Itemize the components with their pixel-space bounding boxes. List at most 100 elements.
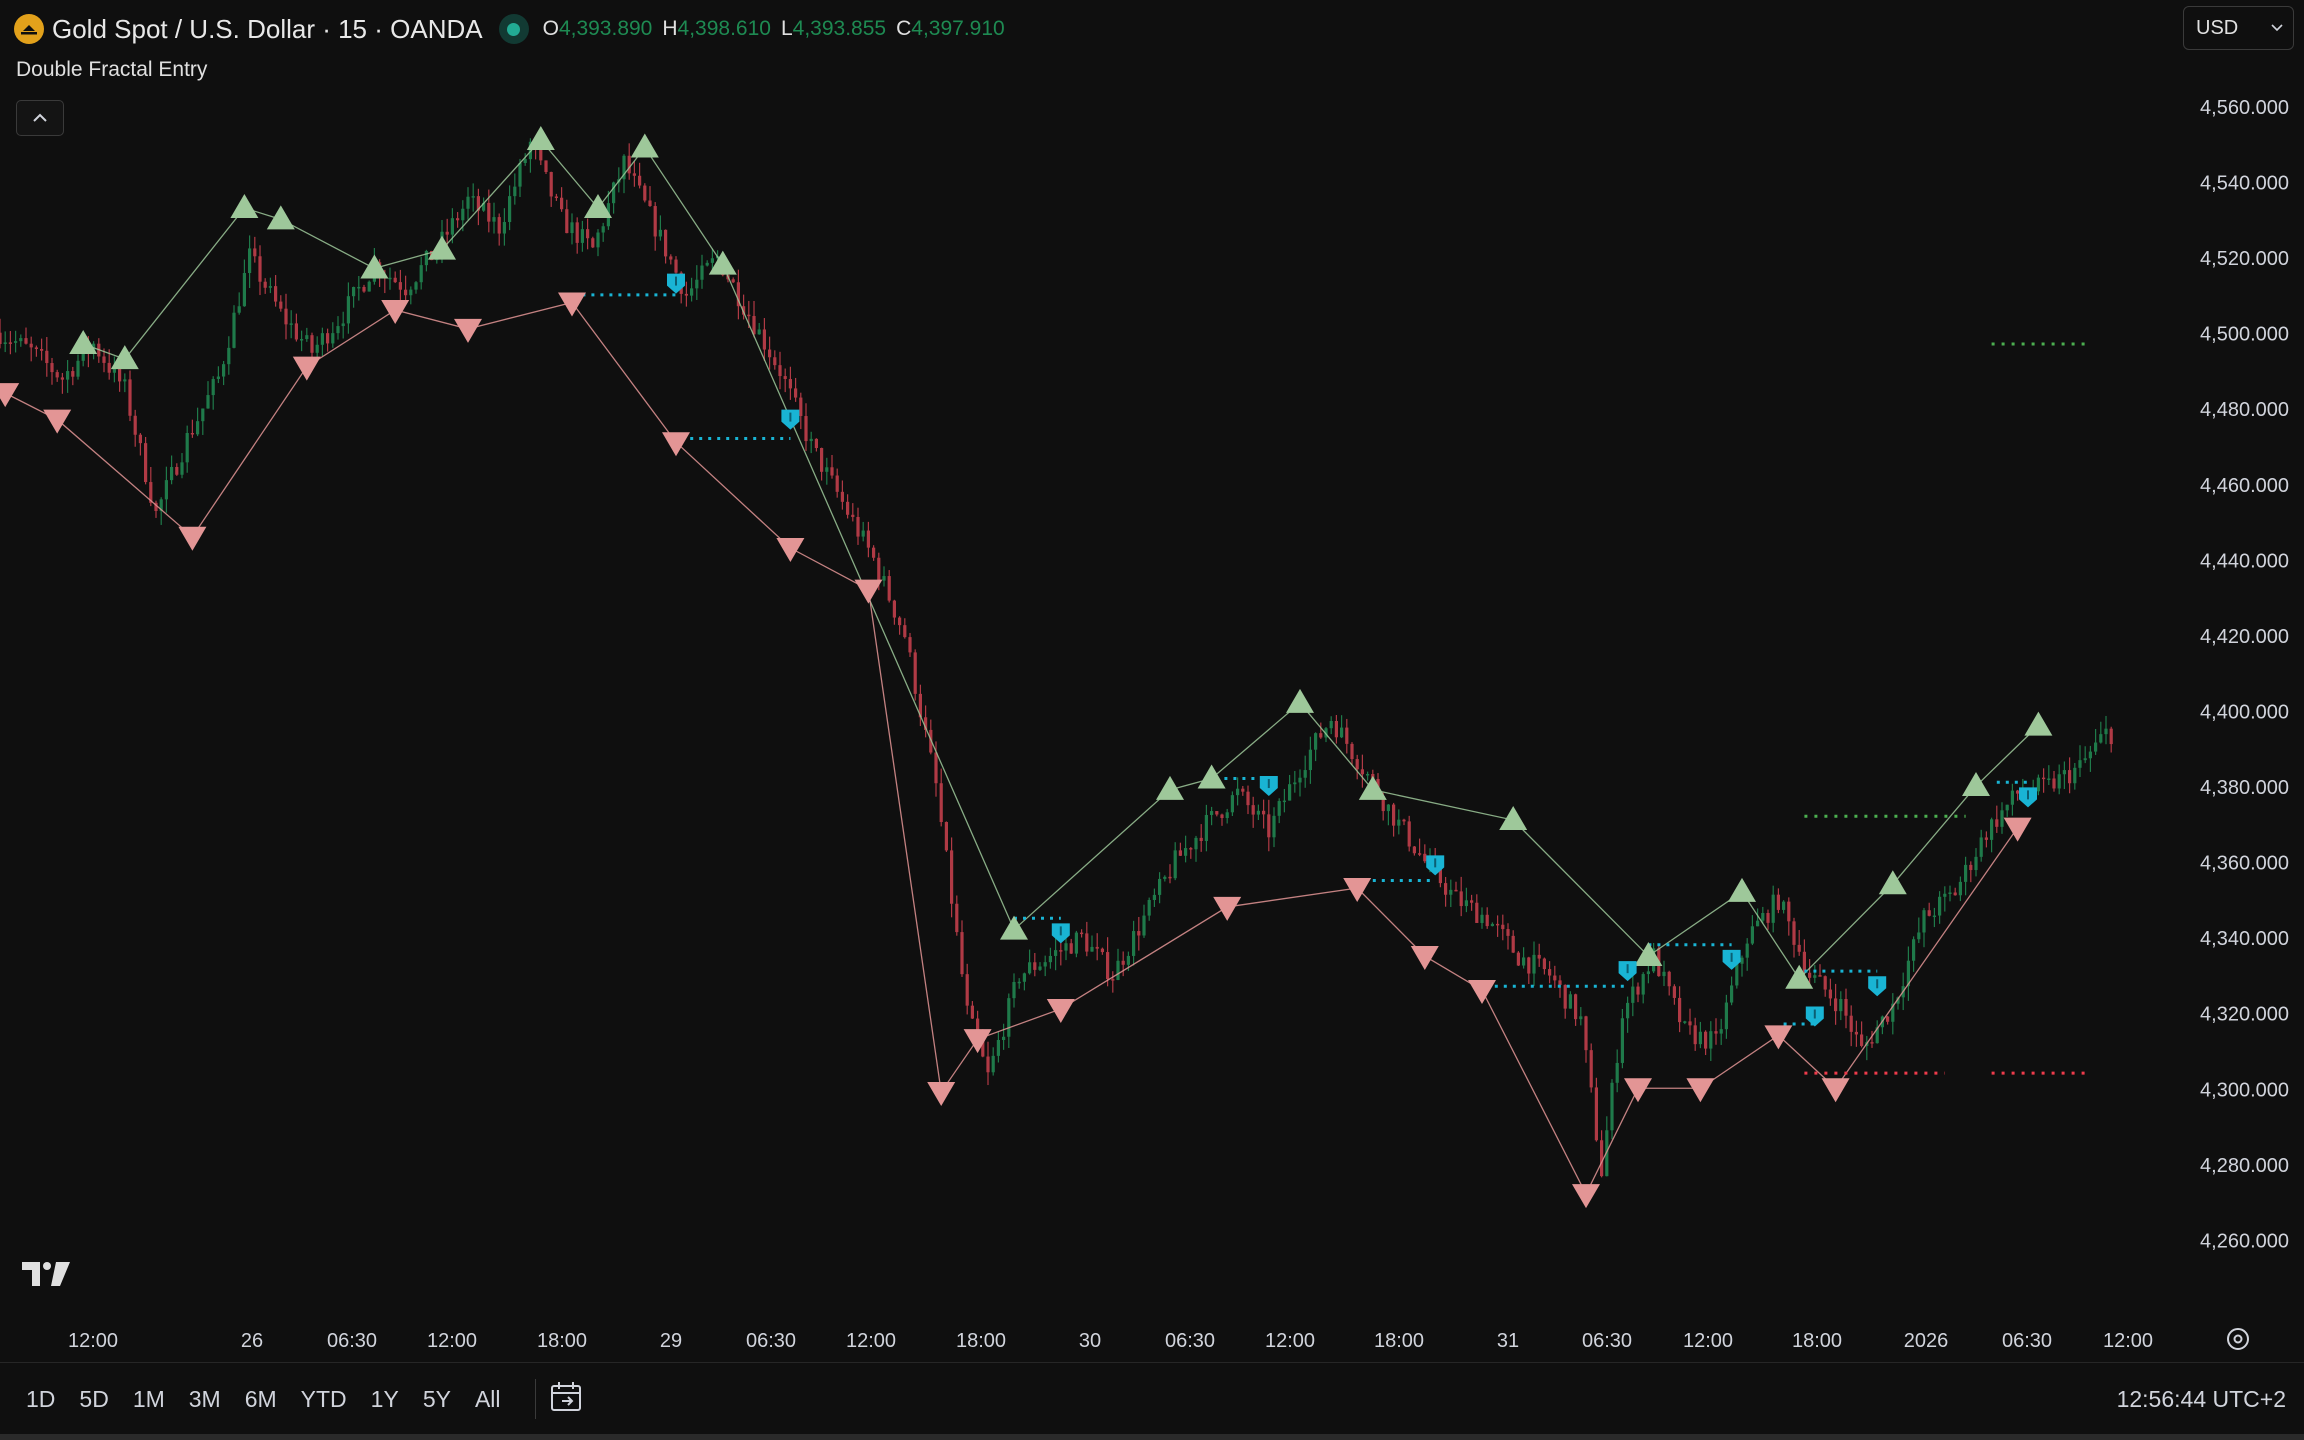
x-tick-label: 29 (660, 1330, 682, 1352)
candle-body (336, 326, 340, 334)
candle-body (1230, 795, 1234, 813)
fractal-up-marker (1358, 775, 1387, 800)
candle-body (331, 333, 335, 344)
candle-body (190, 432, 194, 435)
candle-body (24, 338, 28, 344)
range-1d-button[interactable]: 1D (26, 1385, 56, 1412)
candle-body (1735, 963, 1739, 986)
candle-body (1938, 896, 1942, 916)
go-to-date-button[interactable] (550, 1381, 584, 1418)
candle-body (1787, 901, 1791, 922)
candle-body (1152, 894, 1156, 901)
candle-body (913, 652, 917, 694)
candle-body (565, 209, 569, 234)
candle-body (1251, 805, 1255, 815)
fractal-down-marker (292, 356, 321, 381)
candle-body (414, 282, 418, 290)
candle-body (1641, 974, 1645, 995)
candle-body (1792, 921, 1796, 945)
range-3m-button[interactable]: 3M (188, 1385, 221, 1412)
candle-body (1646, 971, 1650, 975)
candle-body (201, 408, 205, 422)
candle-body (1870, 1042, 1874, 1044)
candle-body (118, 366, 122, 382)
candle-body (1698, 1031, 1702, 1045)
candle-body (918, 693, 922, 718)
candle-body (554, 196, 558, 198)
candle-body (705, 262, 709, 266)
market-status-icon[interactable] (498, 14, 529, 44)
candle-body (154, 502, 158, 512)
candle-body (1943, 893, 1947, 897)
candle-body (1256, 810, 1260, 815)
candle-body (71, 371, 75, 377)
candle-body (1194, 837, 1198, 850)
candle-body (1199, 837, 1203, 841)
chart-settings-icon-center (2233, 1334, 2243, 1344)
candle-body (1927, 910, 1931, 916)
fractal-up-marker (1785, 964, 1814, 989)
x-tick-label: 06:30 (327, 1330, 377, 1352)
symbol-title[interactable]: Gold Spot / U.S. Dollar · 15 · OANDA (52, 13, 483, 44)
candle-body (1839, 998, 1843, 1012)
candle-body (1854, 1031, 1858, 1035)
candle-body (1204, 814, 1208, 841)
candle-body (424, 250, 428, 266)
fractal-up-marker (526, 126, 555, 151)
range-all-button[interactable]: All (474, 1385, 501, 1412)
collapse-legend-button[interactable] (16, 100, 64, 136)
y-tick-label: 4,540.000 (2200, 173, 2289, 195)
candle-body (1022, 973, 1026, 982)
candle-body (149, 482, 153, 503)
candle-body (310, 335, 314, 353)
candle-body (253, 248, 257, 257)
candle-body (222, 364, 226, 377)
candle-body (1464, 900, 1468, 907)
candle-body (1662, 971, 1666, 977)
candle-body (877, 557, 881, 581)
toolbar-divider (534, 1379, 536, 1419)
candle-body (887, 576, 891, 601)
candle-body (1308, 749, 1312, 771)
candle-body (638, 175, 642, 186)
candle-body (456, 218, 460, 221)
candle-body (684, 293, 688, 296)
session-clock[interactable]: 12:56:44 UTC+2 (2116, 1385, 2286, 1412)
candle-body (1236, 788, 1240, 796)
range-5y-button[interactable]: 5Y (422, 1385, 451, 1412)
candle-body (1626, 1002, 1630, 1019)
candle-body (1912, 939, 1916, 961)
candle-body (1730, 985, 1734, 1003)
candle-body (164, 480, 168, 500)
candle-body (2099, 734, 2103, 743)
range-6m-button[interactable]: 6M (244, 1385, 277, 1412)
range-1m-button[interactable]: 1M (132, 1385, 165, 1412)
ohlc-low-label: L (780, 17, 793, 40)
candle-body (773, 357, 777, 366)
candle-body (248, 248, 252, 274)
candle-body (107, 362, 111, 373)
candle-body (1423, 853, 1427, 862)
candle-body (575, 222, 579, 243)
candle-body (1891, 1003, 1895, 1022)
candle-body (1480, 914, 1484, 923)
y-tick-label: 4,440.000 (2200, 550, 2289, 572)
candle-body (586, 229, 590, 239)
candle-body (502, 222, 506, 234)
chart-settings-icon[interactable] (2227, 1328, 2249, 1350)
candle-body (1407, 821, 1411, 847)
tradingview-logo-icon[interactable] (20, 1258, 78, 1295)
fractal-up-marker (1878, 870, 1907, 895)
candle-body (1418, 853, 1422, 855)
candle-body (1386, 804, 1390, 812)
range-5d-button[interactable]: 5D (79, 1385, 109, 1412)
range-ytd-button[interactable]: YTD (300, 1385, 347, 1412)
price-chart[interactable]: 4,560.000 4,540.000 4,520.000 4,500.000 4,48… (0, 0, 2304, 1360)
indicator-title[interactable]: Double Fractal Entry (16, 58, 208, 81)
candle-body (643, 185, 647, 201)
currency-select[interactable]: USD (2183, 6, 2294, 50)
candle-body (476, 196, 480, 211)
range-1y-button[interactable]: 1Y (370, 1385, 399, 1412)
candle-body (1501, 924, 1505, 930)
candle-body (237, 306, 241, 313)
